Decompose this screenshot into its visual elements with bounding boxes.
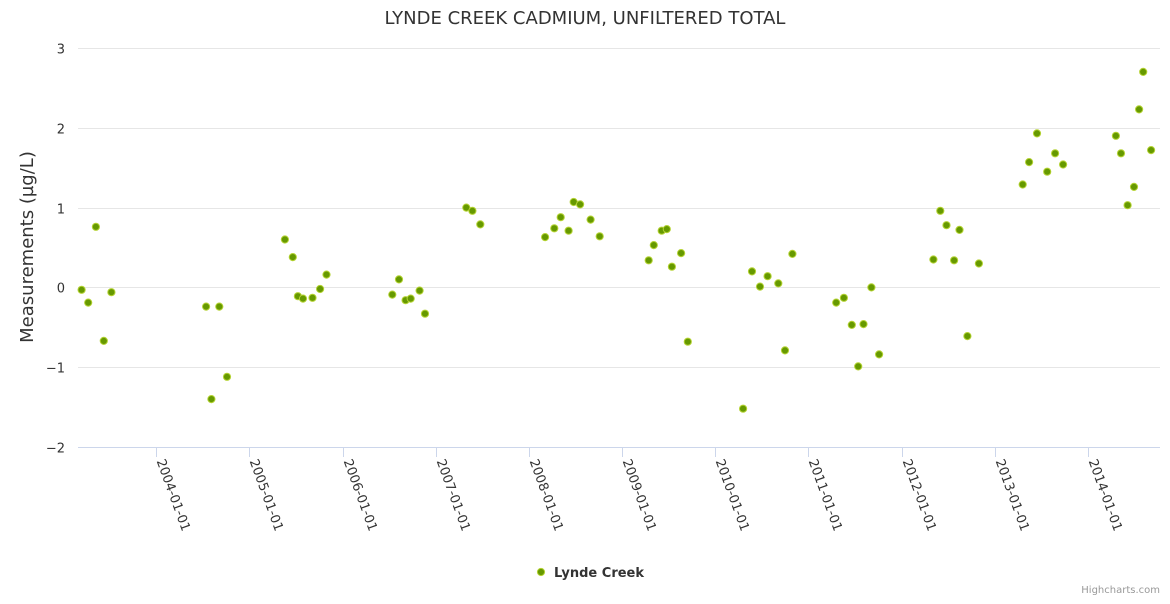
data-point[interactable] — [222, 372, 232, 381]
data-point[interactable] — [1018, 180, 1027, 189]
data-point[interactable] — [950, 256, 959, 265]
data-point[interactable] — [847, 320, 856, 329]
data-point[interactable] — [644, 256, 653, 265]
data-point[interactable] — [415, 286, 424, 295]
data-point[interactable] — [1147, 146, 1156, 155]
data-point[interactable] — [298, 294, 308, 303]
data-point[interactable] — [77, 285, 86, 294]
data-point[interactable] — [99, 336, 108, 345]
legend[interactable]: Lynde Creek — [536, 566, 644, 581]
data-point[interactable] — [541, 233, 550, 242]
data-point[interactable] — [1032, 129, 1042, 138]
data-point[interactable] — [202, 302, 211, 311]
data-point[interactable] — [406, 294, 415, 303]
data-point[interactable] — [1111, 131, 1121, 140]
data-point[interactable] — [854, 362, 863, 371]
data-point[interactable] — [1116, 149, 1126, 158]
y-tick-label: 1 — [57, 203, 65, 218]
data-point[interactable] — [1123, 201, 1132, 210]
data-point[interactable] — [955, 225, 964, 234]
data-point[interactable] — [747, 267, 757, 276]
y-tick-label: −2 — [46, 442, 65, 457]
data-point[interactable] — [929, 255, 938, 264]
data-point[interactable] — [859, 320, 868, 329]
data-point[interactable] — [394, 275, 404, 284]
data-point[interactable] — [649, 241, 658, 250]
y-tick-label: 2 — [57, 123, 65, 138]
data-point[interactable] — [763, 272, 772, 281]
data-point[interactable] — [774, 279, 783, 288]
data-point[interactable] — [1135, 105, 1144, 114]
data-point[interactable] — [420, 309, 430, 318]
data-point[interactable] — [739, 404, 748, 413]
data-point[interactable] — [215, 302, 224, 311]
data-point[interactable] — [550, 224, 559, 233]
data-point[interactable] — [84, 298, 93, 307]
data-point[interactable] — [974, 259, 984, 268]
data-point[interactable] — [388, 290, 397, 299]
data-point[interactable] — [832, 298, 841, 307]
data-point[interactable] — [662, 225, 671, 234]
y-tick-label: 0 — [57, 282, 65, 297]
data-point[interactable] — [1051, 149, 1060, 158]
y-tick-label: −1 — [46, 362, 65, 377]
data-point[interactable] — [780, 346, 790, 355]
data-point[interactable] — [468, 206, 477, 215]
data-point[interactable] — [107, 288, 116, 297]
credits-link[interactable]: Highcharts.com — [1081, 585, 1160, 596]
data-point[interactable] — [755, 282, 765, 291]
data-point[interactable] — [91, 222, 101, 231]
data-point[interactable] — [308, 293, 317, 302]
series-lynde-creek — [77, 67, 1156, 413]
data-point[interactable] — [288, 253, 297, 262]
data-point[interactable] — [1129, 182, 1139, 191]
y-tick-label: 3 — [57, 43, 65, 58]
legend-item-lynde-creek[interactable]: Lynde Creek — [554, 566, 644, 581]
data-point[interactable] — [936, 206, 945, 215]
data-point[interactable] — [586, 215, 595, 224]
data-point[interactable] — [207, 395, 216, 404]
data-point[interactable] — [576, 200, 585, 209]
data-point[interactable] — [1139, 67, 1148, 77]
legend-marker — [536, 567, 546, 577]
data-point[interactable] — [280, 235, 289, 244]
chart-title: LYNDE CREEK CADMIUM, UNFILTERED TOTAL — [385, 8, 786, 29]
data-point[interactable] — [316, 284, 325, 294]
data-point[interactable] — [595, 232, 604, 241]
data-point[interactable] — [556, 213, 565, 222]
data-point[interactable] — [564, 226, 573, 235]
data-point[interactable] — [476, 220, 485, 229]
data-point[interactable] — [683, 337, 692, 346]
data-point[interactable] — [1059, 160, 1068, 169]
data-point[interactable] — [875, 350, 884, 359]
data-point[interactable] — [1043, 167, 1052, 176]
data-point[interactable] — [667, 262, 677, 271]
data-point[interactable] — [788, 249, 797, 258]
data-point[interactable] — [963, 332, 972, 341]
y-axis: −2 −1 0 1 2 3 — [46, 43, 65, 457]
data-point[interactable] — [839, 293, 849, 302]
data-point[interactable] — [1025, 158, 1034, 167]
data-point[interactable] — [677, 249, 686, 258]
data-point[interactable] — [942, 221, 951, 230]
data-point[interactable] — [867, 283, 876, 292]
data-point[interactable] — [322, 270, 331, 279]
y-axis-label: Measurements (µg/L) — [17, 151, 38, 343]
